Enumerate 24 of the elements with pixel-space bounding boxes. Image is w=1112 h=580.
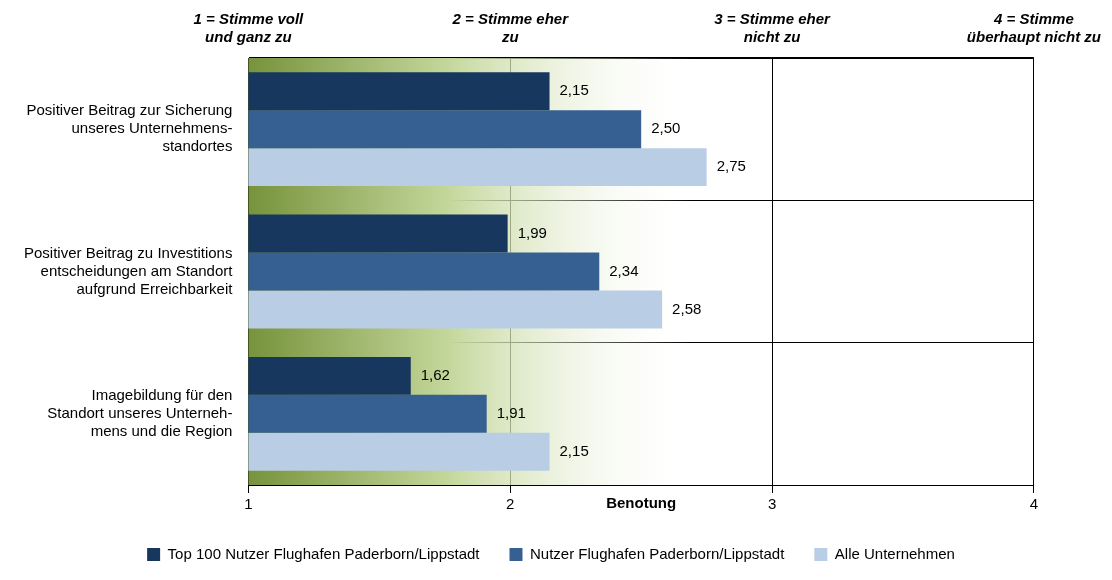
x-tick-label: 3 [767,495,777,513]
x2-tick-label: 1 = Stimme voll und ganz zu [193,10,305,46]
data-label: 2,15 [559,81,589,99]
data-label: 2,50 [651,119,681,137]
data-label: 2,75 [716,157,746,175]
data-label: 1,99 [517,223,547,241]
legend-label: Top 100 Nutzer Flughafen Paderborn/Lippstadt [167,544,481,562]
y-tick-label: Imagebildung für den Standort unseres Unterneh- mens und die Region [47,385,233,439]
data-label: 2,58 [672,299,702,317]
legend-label: Alle Unternehmen [834,544,955,562]
x2-tick-label: 4 = Stimme überhaupt nicht zu [966,10,1102,46]
y-tick-label: Positiver Beitrag zu Investitions entscheidungen am Standort aufgrund Erreichbarkeit [23,243,234,297]
data-label: 1,91 [496,403,526,421]
data-label: 2,15 [559,441,589,459]
data-label: 1,62 [420,366,450,384]
x-tick-label: 1 [244,495,253,513]
x-tick-label: 2 [506,495,515,513]
y-tick-label: Positiver Beitrag zur Sicherung unseres Unternehmens- standortes [26,101,233,155]
x2-tick-label: 3 = Stimme eher nicht zu [714,10,831,46]
x-tick-label: 4 [1029,495,1039,513]
legend-label: Nutzer Flughafen Paderborn/Lippstadt [529,544,786,562]
x2-tick-label: 2 = Stimme eher zu [451,10,570,46]
x-axis-title: Benotung [606,494,677,512]
data-label: 2,34 [609,261,639,279]
